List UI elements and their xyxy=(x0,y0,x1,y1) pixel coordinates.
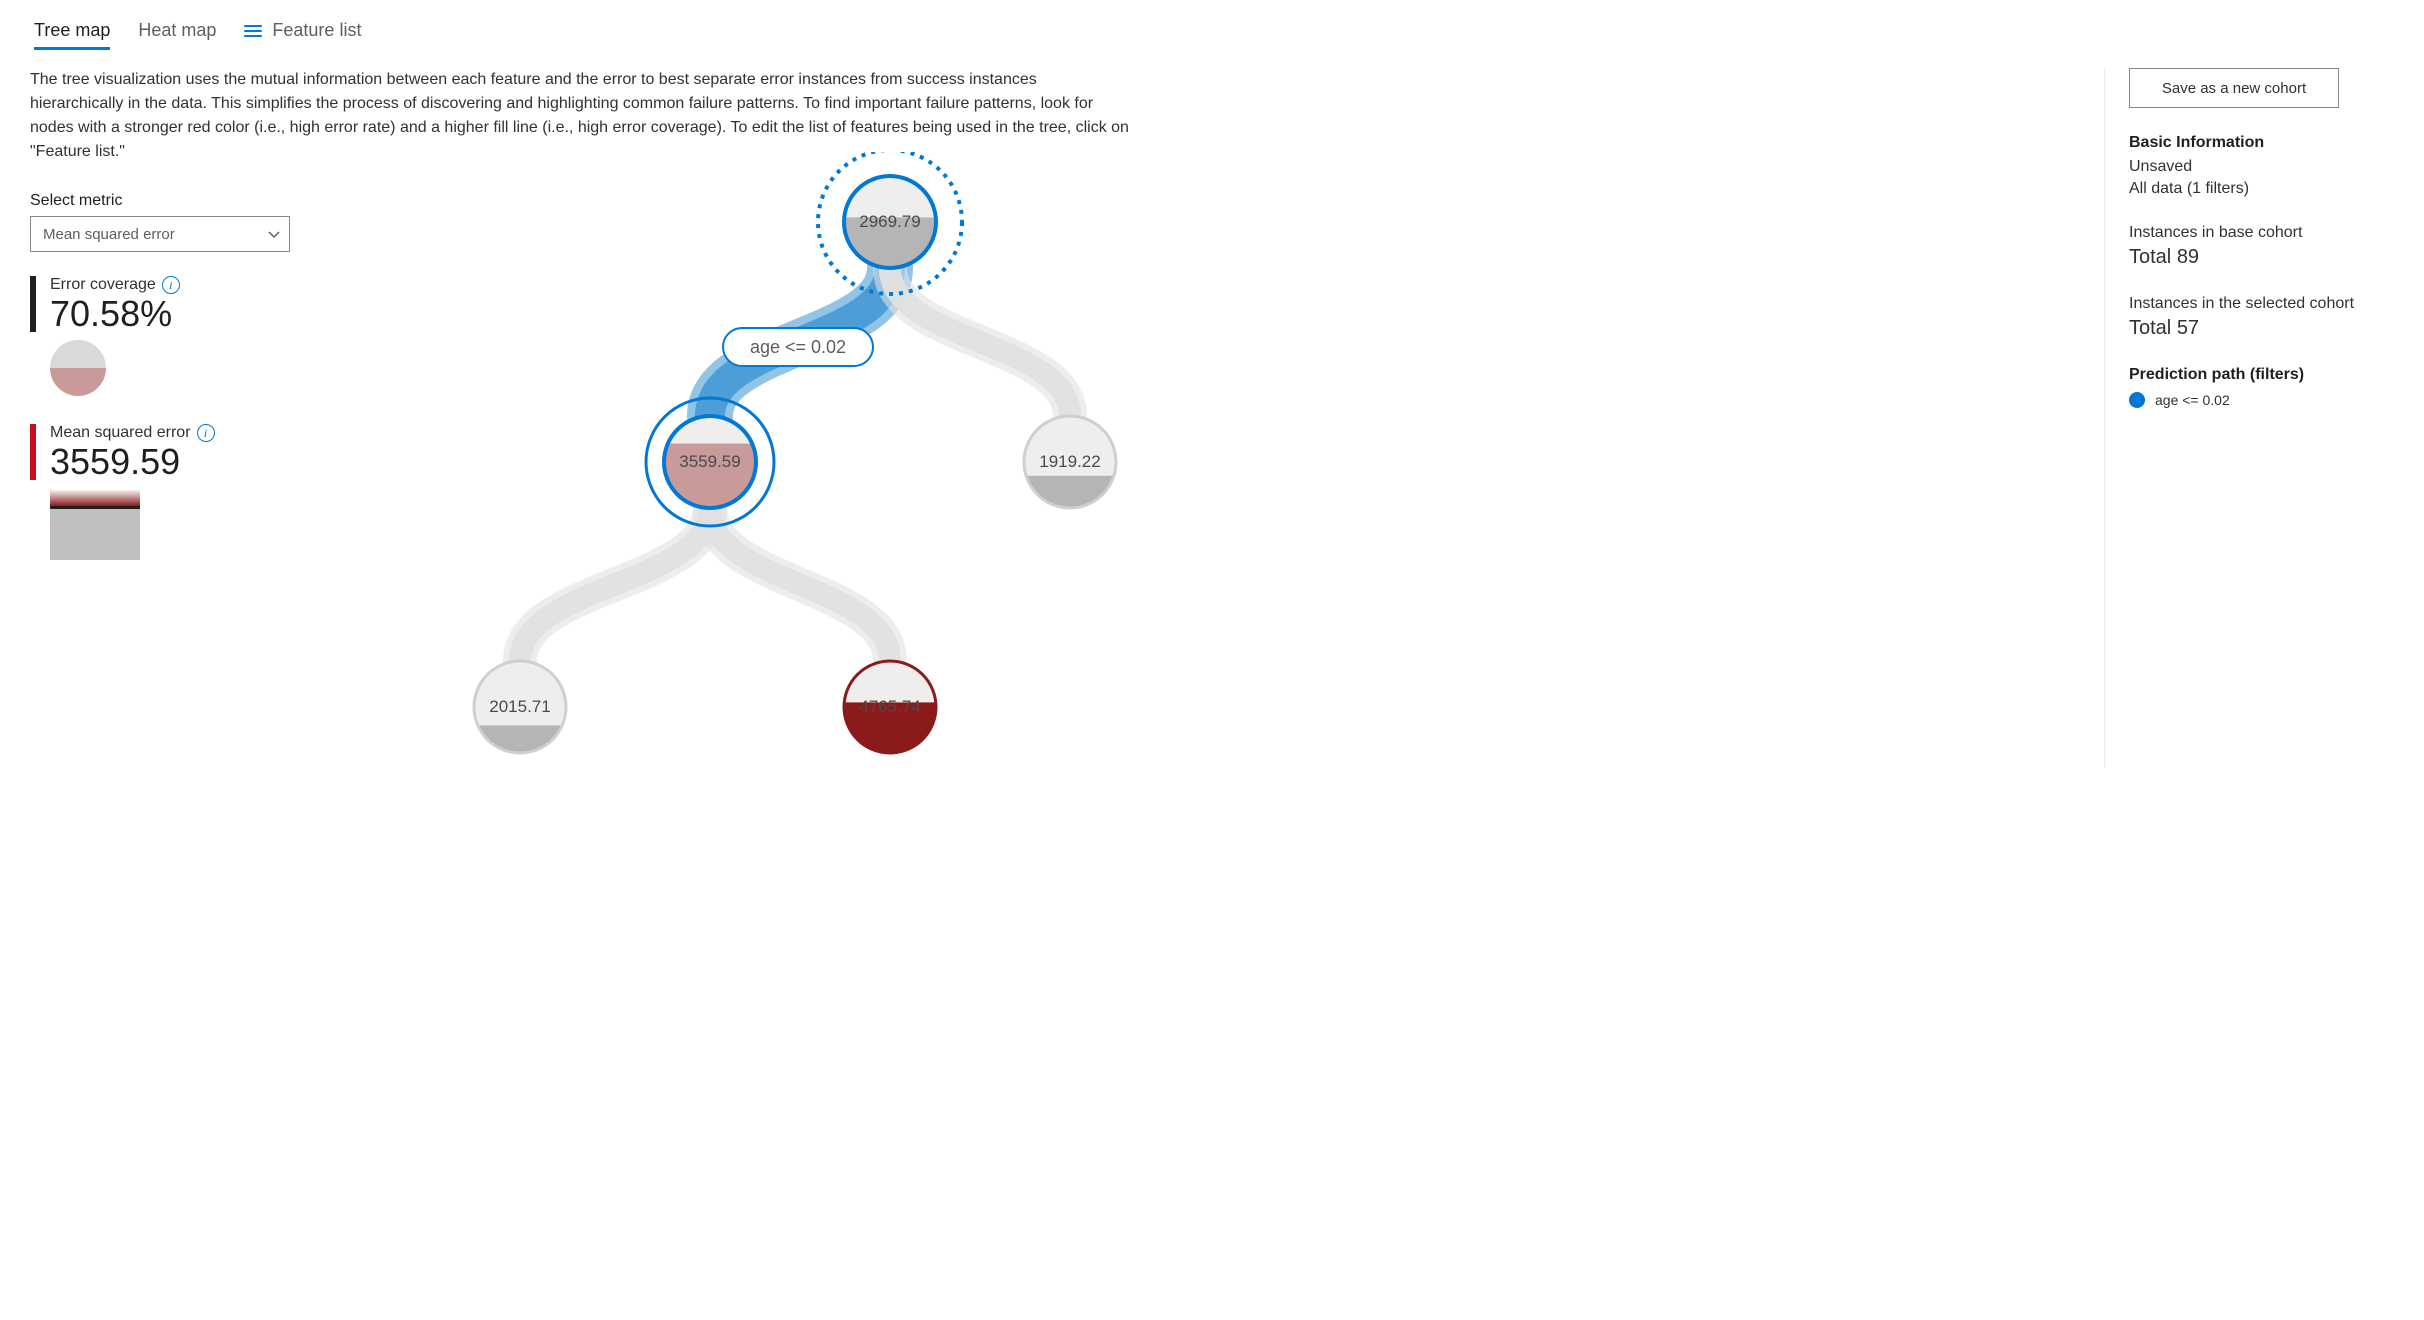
tab-bar: Tree map Heat map Feature list xyxy=(30,20,2394,50)
tree-node[interactable]: 4765.74 xyxy=(844,661,936,753)
svg-text:2969.79: 2969.79 xyxy=(859,212,920,231)
save-cohort-button[interactable]: Save as a new cohort xyxy=(2129,68,2339,108)
legend-coverage-value: 70.58% xyxy=(50,296,180,332)
legend-coverage-swatch xyxy=(50,340,106,396)
pred-path-filter: age <= 0.02 xyxy=(2129,392,2394,408)
pred-path-heading: Prediction path (filters) xyxy=(2129,366,2394,384)
svg-text:2015.71: 2015.71 xyxy=(489,697,550,716)
filter-dot-icon xyxy=(2129,392,2145,408)
legend-mse-value: 3559.59 xyxy=(50,444,215,480)
metric-select[interactable]: Mean squared error xyxy=(30,216,290,252)
info-icon[interactable]: i xyxy=(162,276,180,294)
tree-map-canvas[interactable]: 2969.79 3559.59 1919.22 2015.71 4765.74 age <… xyxy=(370,152,1270,792)
pred-path-filter-text: age <= 0.02 xyxy=(2155,392,2230,408)
tab-tree-map[interactable]: Tree map xyxy=(34,20,110,50)
description-text: The tree visualization uses the mutual i… xyxy=(30,68,1130,164)
tab-feature-list-label: Feature list xyxy=(272,20,361,41)
tree-node[interactable]: 2015.71 xyxy=(474,661,566,753)
legend-mse-label: Mean squared error xyxy=(50,424,191,442)
all-data-label: All data (1 filters) xyxy=(2129,180,2394,198)
info-icon[interactable]: i xyxy=(197,424,215,442)
legend-mse-gradient xyxy=(50,490,140,560)
list-icon xyxy=(244,24,262,38)
svg-text:3559.59: 3559.59 xyxy=(679,452,740,471)
legend-bar-coverage xyxy=(30,276,36,332)
base-cohort-total: Total 89 xyxy=(2129,246,2394,269)
svg-text:1919.22: 1919.22 xyxy=(1039,452,1100,471)
legend-coverage-label: Error coverage xyxy=(50,276,156,294)
tree-node[interactable]: 1919.22 xyxy=(1024,416,1116,508)
base-cohort-label: Instances in base cohort xyxy=(2129,224,2394,242)
basic-info-heading: Basic Information xyxy=(2129,134,2394,152)
tab-heat-map[interactable]: Heat map xyxy=(138,20,216,50)
tab-feature-list[interactable]: Feature list xyxy=(244,20,361,50)
metric-selected-value: Mean squared error xyxy=(43,226,175,243)
unsaved-label: Unsaved xyxy=(2129,158,2394,176)
metric-label: Select metric xyxy=(30,192,330,210)
svg-text:age <= 0.02: age <= 0.02 xyxy=(750,337,846,357)
svg-text:4765.74: 4765.74 xyxy=(859,697,920,716)
tree-node[interactable]: 3559.59 xyxy=(646,398,774,526)
sel-cohort-label: Instances in the selected cohort xyxy=(2129,295,2394,313)
sel-cohort-total: Total 57 xyxy=(2129,317,2394,340)
legend-bar-mse xyxy=(30,424,36,480)
